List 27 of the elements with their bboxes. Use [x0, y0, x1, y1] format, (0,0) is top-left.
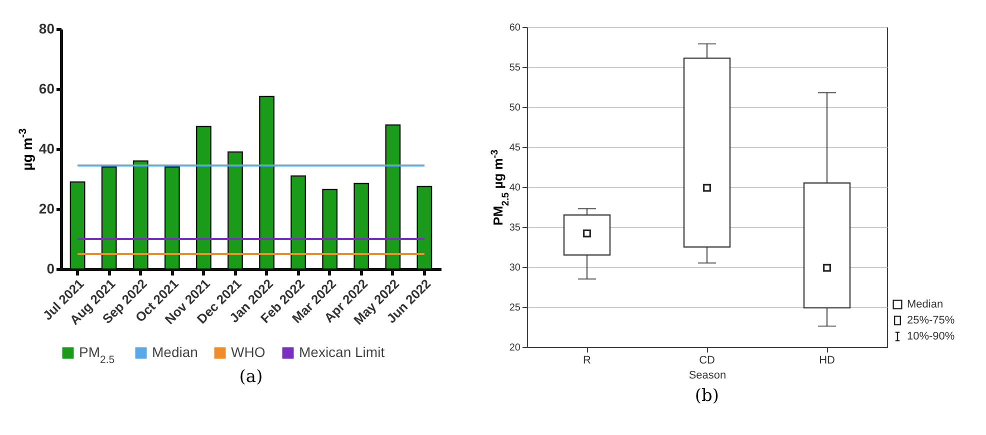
- y-tick-label: 80: [38, 20, 55, 36]
- x-axis-title: Season: [688, 370, 726, 382]
- y-tick-label: 20: [38, 200, 55, 216]
- y-tick-label: 50: [509, 102, 521, 114]
- y-tick-label: 25: [509, 302, 521, 314]
- x-tick-label: CD: [699, 354, 715, 366]
- y-tick-label: 60: [509, 22, 521, 34]
- y-tick-label: 35: [509, 222, 521, 234]
- text: (b): [694, 386, 720, 406]
- text: 25%-75%: [907, 314, 955, 326]
- x-tick-label: R: [583, 354, 592, 366]
- text: (a): [239, 367, 263, 387]
- y-tick-label: 55: [509, 62, 521, 74]
- legend-label: Mexican Limit: [299, 344, 385, 360]
- y-tick-label: 0: [46, 260, 55, 276]
- y-tick-label: 20: [509, 342, 521, 354]
- legend-label: Median: [152, 344, 198, 360]
- y-tick-label: 40: [509, 182, 521, 194]
- legend-label: PM$_{2.5}$: [79, 344, 115, 366]
- text: Median: [907, 298, 944, 310]
- text: 10%-90%: [907, 330, 955, 342]
- y-tick-label: 30: [509, 262, 521, 274]
- x-tick-label: HD: [819, 354, 835, 366]
- legend-label: WHO: [231, 344, 266, 360]
- y-tick-label: 40: [38, 140, 55, 156]
- y-tick-label: 60: [38, 80, 55, 96]
- y-tick-label: 45: [509, 142, 521, 154]
